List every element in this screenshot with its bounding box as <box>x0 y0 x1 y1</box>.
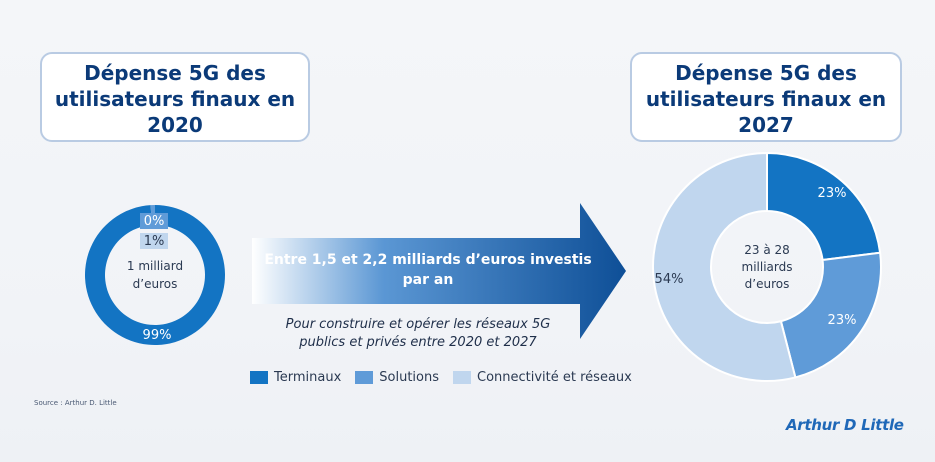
legend-item-connectivite: Connectivité et réseaux <box>453 370 632 385</box>
title-2020-line-3: 2020 <box>147 113 203 137</box>
donut-slice-2027-0 <box>766 151 882 262</box>
legend-label-solutions: Solutions <box>379 370 439 385</box>
title-2020-line-1: Dépense 5G des <box>84 61 266 85</box>
data-label-bg-2020-2 <box>140 213 168 229</box>
legend-item-solutions: Solutions <box>355 370 439 385</box>
title-2020-line-2: utilisateurs finaux en <box>54 87 296 111</box>
data-label-2027-1: 23% <box>828 313 857 328</box>
investment-arrow <box>252 203 626 339</box>
center-label-2020-1: d’euros <box>133 277 178 291</box>
data-label-2027-0: 23% <box>818 186 847 201</box>
title-box-2020: Dépense 5G des utilisateurs finaux en 20… <box>40 52 310 142</box>
title-2027-line-3: 2027 <box>738 113 794 137</box>
arthur-d-little-logo: Arthur D Little <box>786 416 904 434</box>
legend-swatch-terminaux <box>250 371 268 384</box>
legend-swatch-connectivite <box>453 371 471 384</box>
source-note: Source : Arthur D. Little <box>34 399 117 407</box>
legend: Terminaux Solutions Connectivité et rése… <box>250 370 632 385</box>
data-label-2020-0: 99% <box>143 328 172 343</box>
legend-label-connectivite: Connectivité et réseaux <box>477 370 632 385</box>
title-2027-line-2: utilisateurs finaux en <box>645 87 887 111</box>
sub-caption-line-1: Pour construire et opérer les réseaux 5G <box>285 317 551 332</box>
donut-chart-2027: 23 à 28 milliards d’euros 23% 23% 54% <box>652 151 882 382</box>
sub-caption: Pour construire et opérer les réseaux 5G… <box>248 316 588 352</box>
legend-label-terminaux: Terminaux <box>274 370 342 385</box>
legend-swatch-solutions <box>355 371 374 384</box>
data-label-2027-2: 54% <box>655 272 684 287</box>
data-label-2020-1: 1% <box>144 234 165 249</box>
center-label-2020-0: 1 milliard <box>127 259 183 273</box>
arrow-text-line-1: Entre 1,5 et 2,2 milliards d’euros inves… <box>264 252 591 268</box>
center-label-2027-0: 23 à 28 <box>744 243 790 257</box>
title-box-2027: Dépense 5G des utilisateurs finaux en 20… <box>630 52 902 142</box>
center-label-2027-2: d’euros <box>745 277 790 291</box>
center-label-2027-1: milliards <box>742 260 793 274</box>
donut-slice-2027-2 <box>652 151 797 382</box>
data-label-bg-2020-1 <box>140 233 168 249</box>
legend-item-terminaux: Terminaux <box>250 370 341 385</box>
arrow-text-line-2: par an <box>403 272 454 288</box>
donut-slice-2027-1 <box>779 251 882 379</box>
title-2027-line-1: Dépense 5G des <box>675 61 857 85</box>
donut-chart-2020: 1 milliard d’euros 99% 1% 0% <box>84 205 225 345</box>
data-label-2020-2: 0% <box>144 214 165 229</box>
sub-caption-line-2: publics et privés entre 2020 et 2027 <box>299 335 537 350</box>
